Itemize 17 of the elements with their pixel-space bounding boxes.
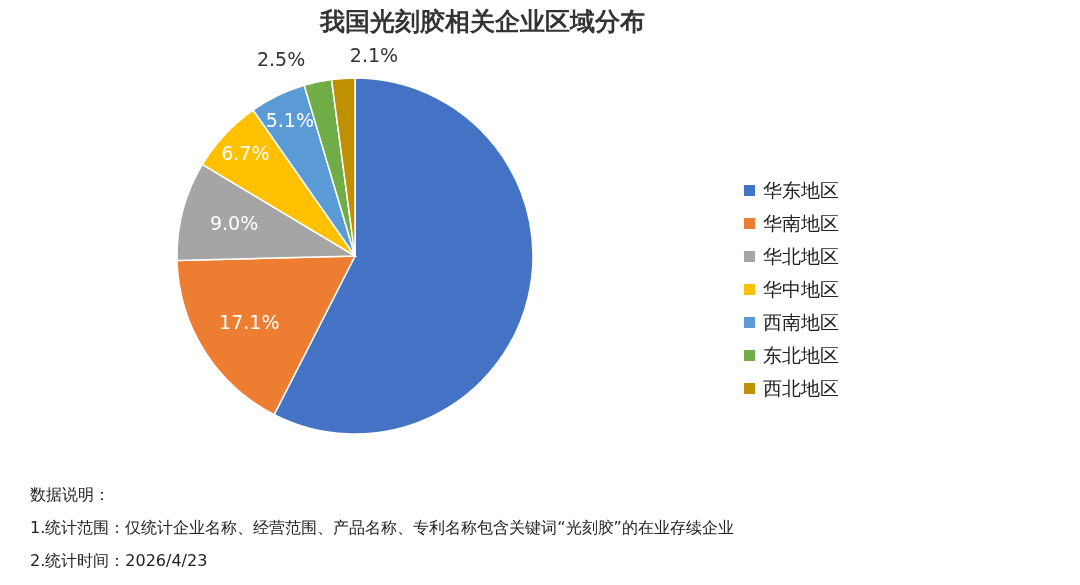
data-label: 6.7%	[221, 141, 270, 164]
data-label: 9.0%	[209, 212, 259, 235]
data-label: 5.1%	[265, 108, 314, 131]
text: 数据说明：	[30, 484, 111, 506]
legend-label: 西南地区	[763, 310, 839, 333]
legend-label: 华东地区	[763, 178, 839, 201]
data-label: 2.1%	[349, 44, 399, 67]
legend-label: 东北地区	[763, 343, 839, 366]
legend-label: 华北地区	[763, 244, 839, 267]
data-label: 17.1%	[219, 310, 280, 333]
data-label: 2.5%	[256, 48, 306, 71]
text: 2.统计时间：2026/4/23	[30, 550, 209, 572]
legend-label: 华中地区	[763, 277, 839, 300]
legend-label: 西北地区	[763, 376, 839, 399]
legend-label: 华南地区	[763, 211, 839, 234]
text: 1.统计范围：仅统计企业名称、经营范围、产品名称、专利名称包含关键词“光刻胶”的在业存续企业	[30, 517, 734, 539]
chart-title: 我国光刻胶相关企业区域分布	[319, 7, 645, 37]
